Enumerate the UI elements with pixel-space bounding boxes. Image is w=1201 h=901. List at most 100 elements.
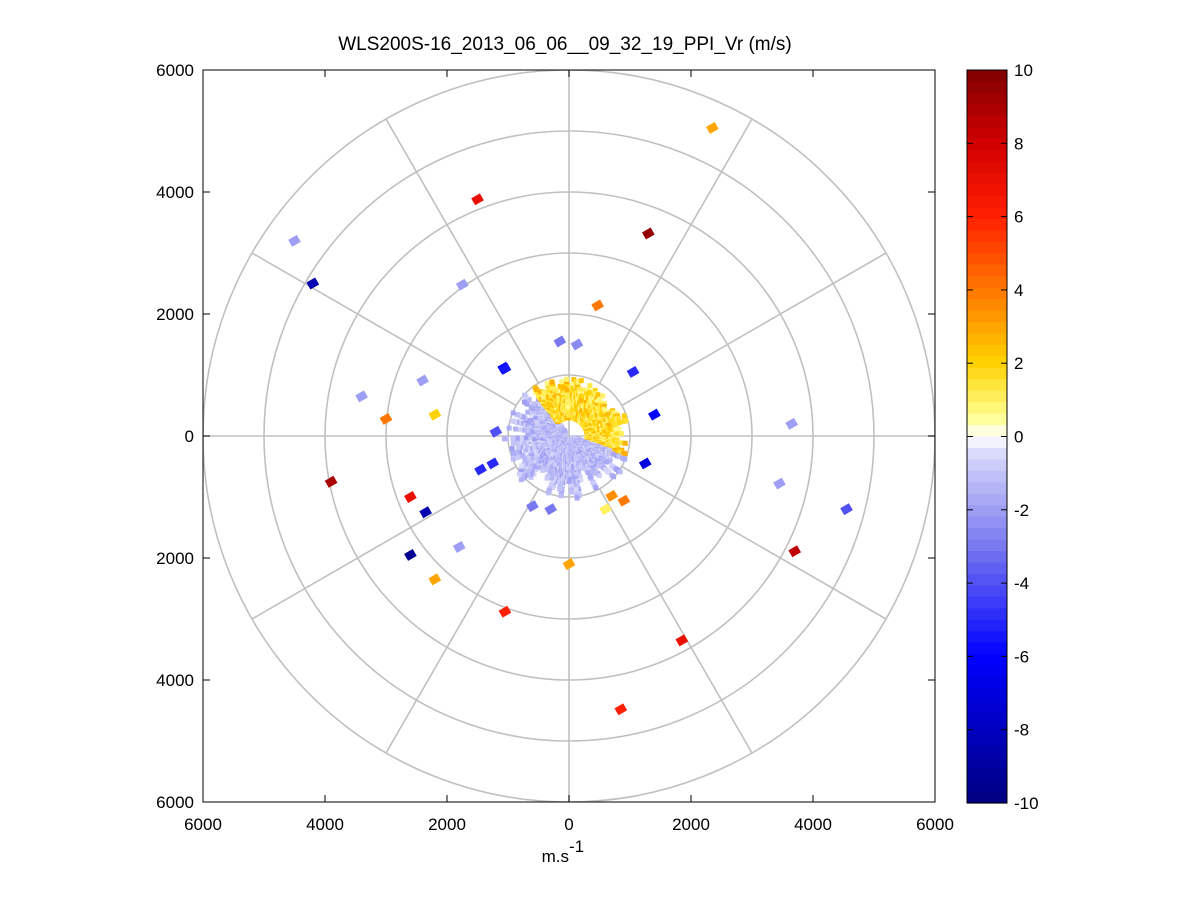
core-cell <box>607 412 613 418</box>
colorbar-segment <box>967 161 1007 174</box>
colorbar-segment <box>967 150 1007 163</box>
core-cell <box>606 469 612 475</box>
core-cell <box>613 423 619 429</box>
colorbar-segment <box>967 699 1007 712</box>
y-tick-label: 4000 <box>156 183 194 202</box>
colorbar-segment <box>967 608 1007 621</box>
colorbar-segment <box>967 505 1007 518</box>
core-cell <box>574 495 580 501</box>
colorbar-segment <box>967 665 1007 678</box>
x-tick-label: 2000 <box>672 815 710 834</box>
core-cell <box>549 404 555 410</box>
core-cell <box>566 478 572 484</box>
core-cell <box>521 392 527 398</box>
velocity-point <box>471 193 484 206</box>
core-cell <box>520 472 526 478</box>
core-cell <box>531 431 537 437</box>
core-cell <box>586 389 592 395</box>
velocity-point <box>288 234 301 247</box>
x-axis-ticks: 6000 4000 2000 0 2000 4000 6000 <box>184 70 954 834</box>
colorbar-segment <box>967 596 1007 609</box>
colorbar-tick-label: -8 <box>1014 721 1029 740</box>
core-cell <box>606 459 612 465</box>
colorbar-tick-label: 8 <box>1014 134 1023 153</box>
velocity-point <box>419 506 432 519</box>
x-tick-label: 4000 <box>794 815 832 834</box>
y-tick-label: 6000 <box>156 793 194 812</box>
colorbar-segment <box>967 310 1007 323</box>
core-cell <box>517 427 523 433</box>
velocity-point <box>486 457 500 470</box>
core-cell <box>548 482 554 488</box>
core-cell <box>510 440 516 446</box>
velocity-point <box>553 335 567 348</box>
colorbar-segment <box>967 321 1007 335</box>
velocity-point <box>355 390 368 403</box>
core-cell <box>592 470 598 476</box>
velocity-point <box>428 408 442 421</box>
velocity-point <box>638 457 652 470</box>
colorbar-segment <box>967 573 1007 586</box>
colorbar-segment <box>967 551 1007 564</box>
core-cell <box>588 395 594 401</box>
colorbar-segment <box>967 757 1007 770</box>
core-cell <box>514 412 520 418</box>
velocity-point <box>605 489 619 502</box>
core-cell <box>568 483 574 489</box>
velocity-point <box>526 500 539 513</box>
core-cell <box>510 451 516 457</box>
core-cell <box>597 402 603 408</box>
colorbar-segment <box>967 745 1007 758</box>
core-cell <box>537 452 543 458</box>
core-cell <box>623 418 629 424</box>
colorbar-segment <box>967 585 1007 598</box>
colorbar-segment <box>967 241 1007 254</box>
velocity-point <box>626 365 640 378</box>
core-cell <box>603 459 609 465</box>
colorbar-segment <box>967 127 1007 140</box>
colorbar-segment <box>967 344 1007 357</box>
core-cell <box>510 435 516 441</box>
y-tick-label: 0 <box>185 427 194 446</box>
azimuth-spoke <box>598 488 753 754</box>
colorbar-tick-label: 10 <box>1014 61 1033 80</box>
core-cell <box>540 467 546 473</box>
colorbar-segment <box>967 356 1007 369</box>
core-cell <box>609 415 615 421</box>
core-cell <box>572 482 578 488</box>
core-cell <box>622 456 628 462</box>
colorbar-segment <box>967 447 1007 461</box>
core-cell <box>509 446 515 452</box>
core-cell <box>532 413 538 419</box>
core-cell <box>557 486 563 492</box>
velocity-point <box>544 503 558 516</box>
azimuth-spoke <box>251 252 517 407</box>
core-cell <box>525 409 531 415</box>
colorbar-segment <box>967 390 1007 403</box>
colorbar-segment <box>967 722 1007 735</box>
core-cell <box>564 391 570 397</box>
core-cell <box>588 475 594 481</box>
velocity-point <box>599 503 612 516</box>
colorbar-segment <box>967 654 1007 667</box>
x-tick-label: 6000 <box>916 815 954 834</box>
colorbar-segment <box>967 207 1007 220</box>
core-cell <box>525 431 531 437</box>
core-cell <box>613 441 619 447</box>
x-tick-label: 0 <box>564 815 573 834</box>
colorbar-segment <box>967 173 1007 186</box>
core-cell <box>591 463 597 469</box>
azimuth-spoke <box>385 118 540 384</box>
colorbar-segment <box>967 791 1007 804</box>
x-axis-label: m.s <box>542 847 569 866</box>
core-cell <box>526 397 532 403</box>
core-cell <box>510 418 516 424</box>
core-cell <box>602 408 608 414</box>
core-cell <box>595 392 601 398</box>
core-cell <box>518 477 524 483</box>
colorbar-segment <box>967 230 1007 243</box>
core-cell <box>575 383 581 389</box>
velocity-point <box>675 634 689 647</box>
colorbar-segment <box>967 688 1007 701</box>
